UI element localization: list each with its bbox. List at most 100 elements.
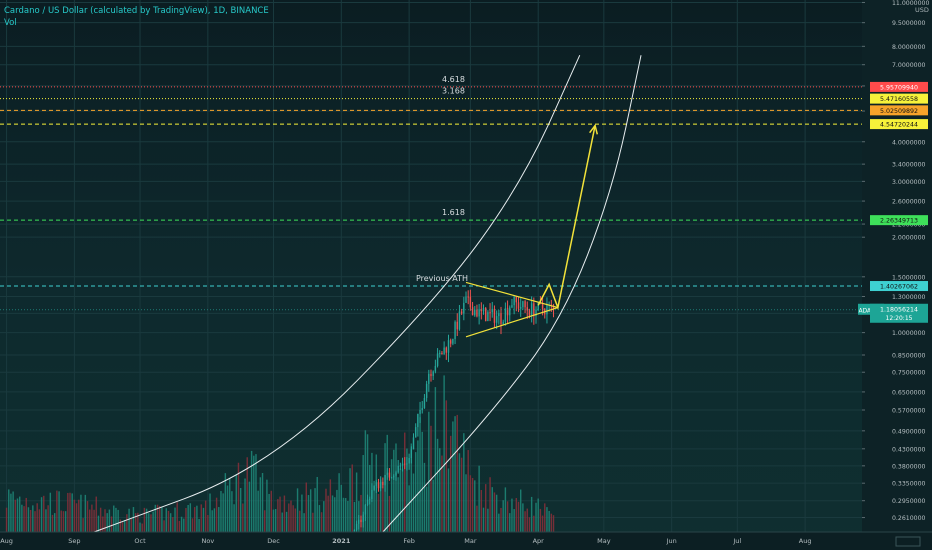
candle-body (493, 308, 496, 323)
y-tick-label: 2.6000000 (892, 199, 926, 206)
price-unit: USD (915, 6, 929, 14)
level-fib-label-4: 1.618 (442, 208, 465, 217)
volume-bar (104, 509, 106, 532)
volume-bar (38, 509, 41, 532)
volume-bar (305, 482, 308, 532)
volume-bar (480, 489, 483, 532)
volume-bar (443, 375, 445, 532)
volume-bar (86, 501, 89, 532)
volume-bar (134, 513, 137, 532)
candle-body (439, 352, 441, 354)
chart-header: Cardano / US Dollar (calculated by Tradi… (4, 5, 269, 29)
volume-bar (408, 485, 410, 532)
candle-body (469, 296, 472, 308)
volume-bar (421, 431, 423, 532)
volume-bar (34, 511, 36, 532)
candle-body (362, 514, 364, 523)
volume-bar (513, 509, 515, 532)
volume-bar (355, 472, 358, 532)
y-tick-label: 0.4900000 (892, 428, 926, 435)
volume-bar (45, 509, 47, 532)
candle-body (412, 437, 415, 450)
volume-bar (353, 501, 356, 532)
volume-bar (327, 495, 329, 532)
candle-body (388, 472, 391, 478)
x-tick-label: Feb (403, 537, 415, 545)
volume-bar (119, 519, 122, 532)
candle-body (364, 505, 367, 515)
volume-bar (165, 508, 167, 532)
candle-body (541, 303, 544, 309)
volume-bar (253, 455, 255, 532)
volume-bar (150, 514, 152, 532)
volume-bar (110, 516, 113, 532)
candle-body (463, 302, 465, 314)
volume-bar (362, 455, 364, 532)
volume-bar (439, 448, 441, 532)
volume-bar (132, 507, 135, 532)
volume-bar (231, 491, 233, 532)
candle-body (395, 472, 397, 476)
candle-body (456, 321, 458, 330)
x-axis-bg (0, 532, 932, 550)
y-tick-label: 1.5000000 (892, 274, 926, 281)
candle-body (379, 481, 382, 489)
candle-body (471, 307, 474, 316)
candle-body (355, 523, 358, 530)
y-tick-label: 8.0000000 (892, 44, 926, 51)
volume-bar (115, 507, 117, 532)
volume-indicator-label[interactable]: Vol (4, 18, 17, 28)
volume-bar (47, 505, 49, 532)
volume-bar (432, 479, 434, 532)
candle-body (487, 312, 489, 322)
volume-bar (379, 479, 382, 532)
level-fib-label-0: 4.618 (442, 75, 465, 84)
x-axis[interactable]: Aug Sep Oct Nov Dec 2021 Feb Mar Apr May Jun Jul Aug (0, 531, 932, 550)
level-price-tag-0 (870, 81, 928, 92)
candle-body (353, 529, 356, 532)
level-price-tag-5 (870, 281, 928, 292)
volume-bar (180, 516, 183, 532)
x-tick-label: Sep (68, 537, 80, 545)
volume-bar (349, 468, 351, 532)
candle-body (406, 463, 408, 465)
volume-bar (102, 516, 104, 532)
volume-bar (244, 478, 246, 532)
candle-body (458, 311, 461, 330)
candle-body (537, 301, 539, 310)
candle-body (434, 365, 437, 372)
volume-bar (141, 523, 143, 532)
volume-bar (99, 507, 102, 532)
volume-bar (27, 507, 30, 532)
volume-bar (187, 504, 189, 532)
candle-body (535, 309, 537, 317)
volume-bar (16, 498, 19, 532)
candle-body (552, 305, 555, 309)
volume-bar (60, 510, 62, 532)
candle-body (384, 475, 386, 486)
candle-body (401, 463, 404, 466)
volume-bar (386, 434, 388, 532)
volume-bar (18, 496, 21, 532)
volume-bar (43, 495, 45, 532)
volume-bar (207, 515, 209, 532)
volume-bar (139, 522, 141, 532)
volume-bar (8, 489, 10, 532)
candle-body (526, 307, 528, 311)
volume-bar (550, 513, 553, 532)
candle-body (358, 519, 360, 524)
volume-bar (506, 501, 509, 532)
volume-bar (126, 514, 128, 532)
volume-bar (69, 492, 71, 532)
volume-bar (117, 509, 119, 532)
candle-body (417, 413, 419, 428)
volume-bar (338, 473, 340, 532)
volume-bar (143, 507, 146, 532)
volume-bar (307, 495, 310, 532)
volume-bar (436, 438, 439, 532)
volume-bar (209, 493, 211, 532)
candle-body (476, 309, 478, 317)
